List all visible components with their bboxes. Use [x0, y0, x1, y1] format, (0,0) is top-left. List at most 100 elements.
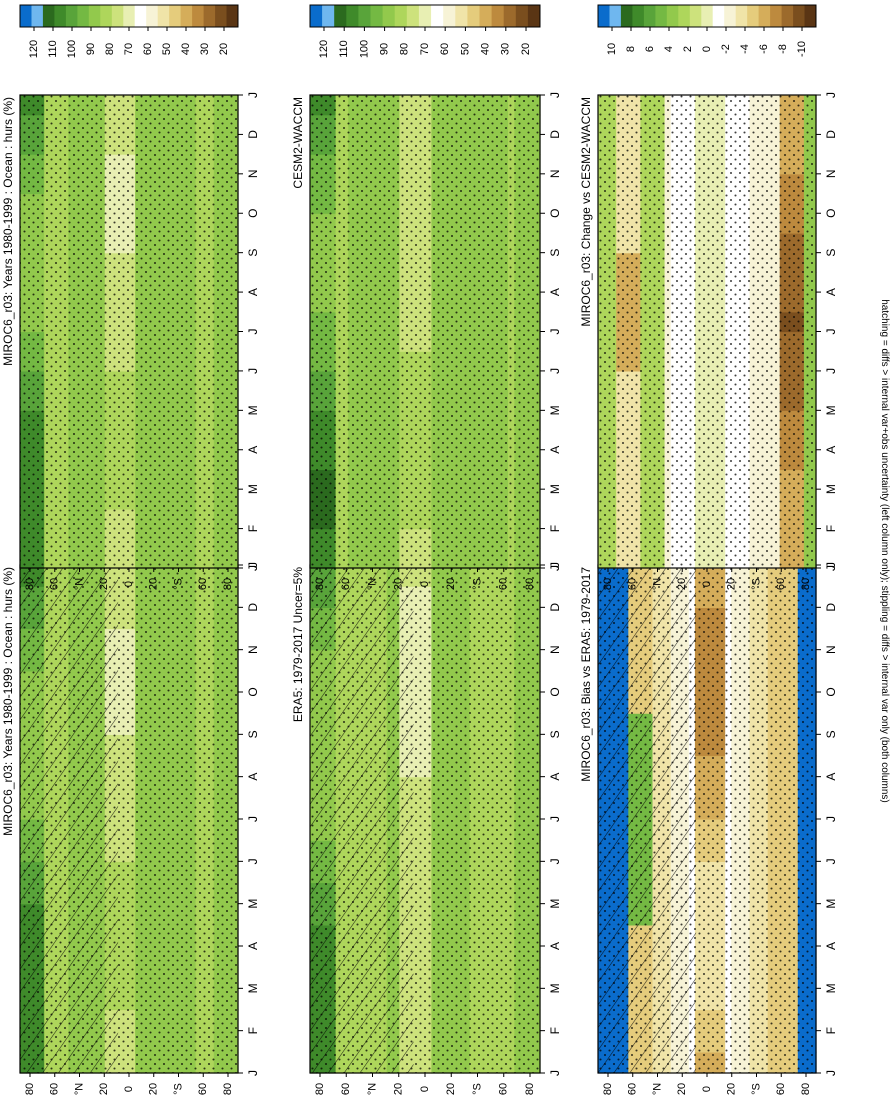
panel-title: MIROC6_r03: Bias vs ERA5: 1979-2017 [579, 567, 593, 782]
x-tick-label: J [824, 1070, 838, 1076]
y-tick-label: 20 [148, 578, 160, 590]
colorbar-swatch [226, 5, 239, 27]
x-tick-label: J [246, 565, 260, 571]
colorbar-tick-label: 60 [439, 43, 451, 55]
y-tick-label: 0 [701, 1086, 713, 1092]
colorbar-swatch [443, 5, 456, 27]
colorbar-swatch [406, 5, 420, 27]
x-tick-label: J [548, 858, 562, 864]
y-tick-label: 0 [419, 1086, 431, 1092]
y-tick-label: 60 [498, 1083, 510, 1095]
colorbar-tick-label: 60 [142, 43, 154, 55]
x-tick-label: M [824, 983, 838, 993]
x-tick-label: M [246, 484, 260, 494]
y-tick-label: 60 [197, 578, 209, 590]
colorbar-swatch [479, 5, 492, 27]
colorbar-tick-label: 110 [338, 40, 350, 58]
x-tick-label: J [548, 565, 562, 571]
x-tick-label: J [548, 92, 562, 98]
colorbar-swatch [215, 5, 227, 27]
x-tick-label: J [246, 858, 260, 864]
x-tick-label: J [246, 329, 260, 335]
colorbar-tick-label: 120 [318, 40, 330, 58]
colorbar-tick-label: 50 [161, 43, 173, 55]
y-tick-label: 80 [222, 578, 234, 590]
x-tick-label: M [548, 405, 562, 415]
colorbar-tick-label: 20 [218, 43, 230, 55]
x-tick-label: S [548, 249, 562, 257]
x-tick-label: A [246, 942, 260, 950]
x-tick-label: J [548, 562, 562, 568]
colorbar-swatch [31, 5, 44, 27]
hatch-overlay [598, 565, 697, 1073]
x-tick-label: O [548, 687, 562, 696]
x-tick-label: A [548, 446, 562, 454]
y-tick-label: 80 [800, 1083, 812, 1095]
colorbar-tick-label: 50 [459, 43, 471, 55]
y-tick-label: 60 [498, 578, 510, 590]
x-tick-label: F [824, 1027, 838, 1034]
hatch-overlay [20, 565, 119, 1073]
y-tick-label: °N [73, 1083, 85, 1095]
colorbar-swatch [394, 5, 408, 27]
y-tick-label: 60 [49, 1083, 61, 1095]
x-tick-label: M [246, 405, 260, 415]
colorbar-swatch [77, 5, 90, 27]
x-tick-label: O [548, 209, 562, 218]
colorbar-swatch [310, 5, 323, 27]
colorbar-swatch [54, 5, 67, 27]
colorbar-tick-label: 80 [399, 43, 411, 55]
y-tick-label: °S [172, 1083, 184, 1095]
x-tick-label: J [548, 1070, 562, 1076]
y-tick-label: 80 [314, 578, 326, 590]
y-tick-label: 80 [602, 1083, 614, 1095]
x-tick-label: A [548, 942, 562, 950]
panel-title: ERA5: 1979-2017 Uncer=5% [291, 567, 305, 722]
x-tick-label: N [246, 169, 260, 178]
x-tick-label: M [824, 899, 838, 909]
y-tick-label: 20 [148, 1083, 160, 1095]
x-tick-label: M [548, 899, 562, 909]
colorbar-swatch [169, 5, 182, 27]
colorbar-swatch [358, 5, 371, 27]
x-tick-label: J [246, 562, 260, 568]
x-tick-label: J [246, 368, 260, 374]
x-tick-label: J [548, 329, 562, 335]
x-tick-label: A [246, 446, 260, 454]
colorbar-swatch [370, 5, 383, 27]
colorbar-swatch [334, 5, 347, 27]
x-tick-label: A [246, 773, 260, 781]
x-tick-label: S [548, 730, 562, 738]
stipple-overlay [310, 95, 540, 568]
y-tick-label: 20 [676, 1083, 688, 1095]
x-tick-label: D [246, 603, 260, 612]
colorbar-tick-label: 20 [520, 43, 532, 55]
x-tick-label: O [246, 209, 260, 218]
footer-note: hatching = diffs > internal var+obs unce… [879, 299, 890, 803]
y-tick-label: °N [651, 1083, 663, 1095]
y-tick-label: 60 [197, 1083, 209, 1095]
x-tick-label: D [824, 603, 838, 612]
y-tick-label: °S [471, 578, 483, 590]
y-tick-label: °N [73, 578, 85, 590]
y-tick-label: 20 [445, 578, 457, 590]
x-tick-label: A [246, 288, 260, 296]
colorbar-swatch [65, 5, 78, 27]
x-tick-label: M [246, 983, 260, 993]
y-tick-label: 80 [24, 578, 36, 590]
x-tick-label: F [246, 1027, 260, 1034]
x-tick-label: J [246, 1070, 260, 1076]
colorbar-tick-label: 70 [123, 43, 135, 55]
x-tick-label: D [548, 130, 562, 139]
colorbar-tick-label: 90 [85, 43, 97, 55]
panel-title: CESM2-WACCM [291, 97, 305, 189]
panel-title: MIROC6_r03: Years 1980-1999 : Ocean : hu… [1, 97, 15, 366]
y-tick-label: 80 [314, 1083, 326, 1095]
colorbar-swatch [88, 5, 101, 27]
x-tick-label: S [824, 730, 838, 738]
colorbar-swatch [20, 5, 32, 27]
x-tick-label: N [824, 645, 838, 654]
